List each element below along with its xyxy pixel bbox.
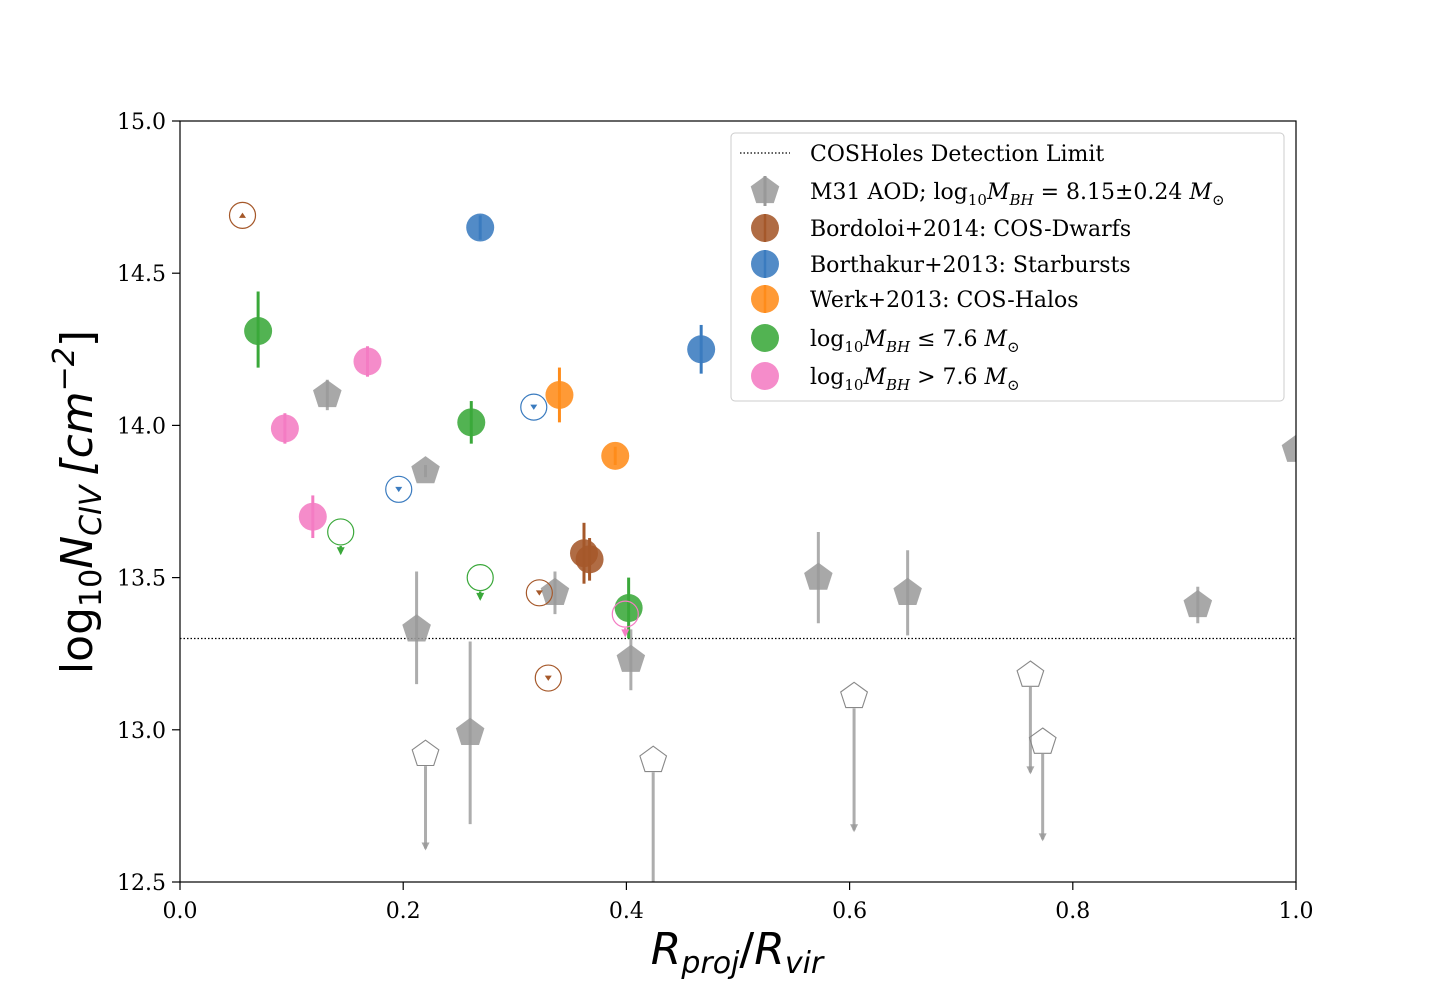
legend-item-high_mbh: log10MBH > 7.6 M⊙ bbox=[751, 362, 1020, 394]
lower-limit-arrowhead bbox=[238, 212, 246, 218]
upper-limit-arrowhead bbox=[336, 547, 345, 556]
series-high_mbh bbox=[270, 346, 639, 638]
axes-frame bbox=[179, 120, 1297, 883]
legend-label: log10MBH > 7.6 M⊙ bbox=[810, 365, 1020, 394]
x-tick-label: 1.0 bbox=[1279, 899, 1314, 924]
legend-label: COSHoles Detection Limit bbox=[810, 142, 1104, 167]
upper-limit-arrowhead bbox=[476, 592, 485, 601]
data-point bbox=[411, 456, 440, 484]
upper-limit-marker bbox=[411, 739, 440, 767]
legend-marker bbox=[750, 176, 780, 204]
upper-limit-marker bbox=[840, 681, 869, 709]
upper-limit-marker bbox=[520, 393, 548, 421]
upper-limit-arrowhead bbox=[535, 590, 543, 596]
upper-limit-marker bbox=[466, 563, 494, 592]
data-point bbox=[575, 545, 604, 574]
legend-label: M31 AOD; log10MBH = 8.15±0.24 M⊙ bbox=[810, 180, 1225, 209]
y-tick-label: 12.5 bbox=[117, 871, 166, 896]
x-axis: 0.0 0.2 0.4 0.6 0.8 1.0 bbox=[163, 882, 1314, 924]
data-point bbox=[545, 380, 574, 409]
data-point bbox=[687, 335, 716, 364]
legend-item-werk: Werk+2013: COS-Halos bbox=[751, 285, 1079, 313]
upper-limit-marker bbox=[639, 745, 668, 773]
upper-limit-arrowhead bbox=[1038, 833, 1047, 842]
y-axis: 12.5 13.0 13.5 14.0 14.5 15.0 bbox=[117, 110, 180, 896]
data-point bbox=[1281, 434, 1296, 462]
series-low_mbh bbox=[244, 291, 643, 639]
legend-label: log10MBH ≤ 7.6 M⊙ bbox=[810, 327, 1020, 356]
upper-limit-arrowhead bbox=[850, 824, 859, 833]
x-axis-title: Rproj/Rvir bbox=[651, 924, 825, 981]
legend-item-m31: M31 AOD; log10MBH = 8.15±0.24 M⊙ bbox=[750, 176, 1225, 209]
data-point bbox=[455, 717, 485, 745]
x-tick-label: 0.6 bbox=[832, 899, 867, 924]
legend-item-low_mbh: log10MBH ≤ 7.6 M⊙ bbox=[751, 324, 1020, 356]
data-point bbox=[313, 380, 342, 408]
y-tick-label: 13.5 bbox=[117, 567, 166, 592]
data-point bbox=[270, 414, 299, 443]
y-tick-label: 14.0 bbox=[117, 414, 166, 439]
upper-limit-marker bbox=[327, 518, 355, 546]
series-bordoloi bbox=[228, 201, 604, 692]
y-tick-label: 14.5 bbox=[117, 262, 166, 287]
x-tick-label: 0.4 bbox=[609, 899, 644, 924]
upper-limit-marker bbox=[534, 664, 562, 692]
upper-limit-arrowhead bbox=[421, 842, 430, 851]
data-point bbox=[614, 594, 643, 623]
legend-item-limit: COSHoles Detection Limit bbox=[740, 142, 1104, 167]
legend-box bbox=[730, 132, 1285, 402]
upper-limit-arrowhead bbox=[395, 486, 403, 493]
upper-limit-marker bbox=[525, 579, 553, 607]
legend-item-bordoloi: Bordoloi+2014: COS-Dwarfs bbox=[751, 214, 1131, 242]
data-point bbox=[616, 644, 646, 672]
series-m31 bbox=[313, 379, 1296, 899]
legend: COSHoles Detection Limit M31 AOD; log10MB… bbox=[730, 132, 1285, 402]
upper-limit-marker bbox=[1028, 727, 1057, 754]
data-point bbox=[893, 577, 922, 605]
upper-limit-marker bbox=[385, 475, 413, 503]
data-point bbox=[466, 213, 495, 242]
upper-limit-arrowhead bbox=[544, 675, 552, 681]
data-point bbox=[402, 614, 431, 642]
legend-marker bbox=[751, 324, 779, 352]
upper-limit-arrowhead bbox=[530, 404, 538, 410]
legend-item-borthakur: Borthakur+2013: Starbursts bbox=[751, 250, 1131, 278]
upper-limit-arrowhead bbox=[1026, 766, 1035, 775]
x-tick-label: 0.8 bbox=[1055, 899, 1090, 924]
data-point bbox=[457, 408, 486, 437]
lower-limit-marker bbox=[228, 201, 257, 229]
upper-limit-marker bbox=[611, 600, 639, 628]
data-point bbox=[804, 562, 833, 590]
x-tick-label: 0.0 bbox=[163, 899, 198, 924]
plot-area bbox=[180, 201, 1296, 899]
series-werk bbox=[545, 367, 630, 470]
data-point bbox=[540, 577, 570, 605]
legend-marker bbox=[751, 362, 779, 390]
upper-limit-marker bbox=[1016, 660, 1045, 687]
y-tick-label: 13.0 bbox=[117, 719, 166, 744]
data-point bbox=[244, 317, 273, 346]
x-tick-label: 0.2 bbox=[386, 899, 421, 924]
legend-label: Borthakur+2013: Starbursts bbox=[810, 253, 1131, 278]
data-point bbox=[1183, 590, 1213, 618]
y-tick-label: 15.0 bbox=[117, 110, 166, 135]
y-axis-title: log10NCIV[cm−2] bbox=[47, 330, 109, 674]
data-point bbox=[601, 441, 630, 470]
legend-label: Bordoloi+2014: COS-Dwarfs bbox=[810, 217, 1131, 242]
data-point bbox=[298, 502, 327, 531]
upper-limit-arrowhead bbox=[621, 629, 630, 638]
legend-label: Werk+2013: COS-Halos bbox=[810, 288, 1079, 313]
data-point bbox=[353, 347, 382, 376]
series-borthakur bbox=[385, 213, 716, 503]
upper-limit-arrowhead bbox=[649, 891, 657, 899]
